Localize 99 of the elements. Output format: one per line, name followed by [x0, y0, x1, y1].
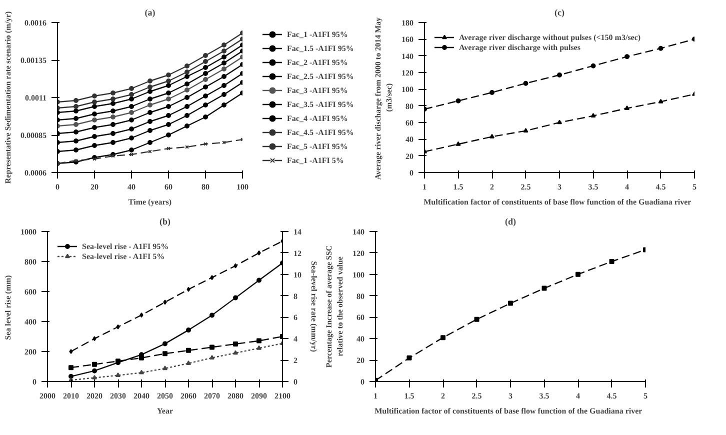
x-tick-label: 2100	[274, 392, 290, 400]
y-tick-label: 40	[406, 135, 414, 144]
x-tick-label: 2.5	[472, 392, 482, 400]
y-tick-label: 140	[402, 52, 414, 61]
x-tick-label: 2000	[40, 392, 56, 400]
y-tick-label: 0	[410, 168, 414, 178]
legend-label: Fac_2.5 -A1FI 95%	[287, 70, 354, 82]
y2-tick-label: 12	[294, 248, 302, 258]
y-tick-label: 20	[406, 152, 414, 161]
y2-tick-label: 14	[294, 228, 302, 236]
y-tick-label: 100	[352, 270, 364, 280]
x-tick-label: 4.5	[606, 392, 617, 400]
x-tick-label: 1.5	[404, 392, 414, 400]
y-tick-label: 0.0006	[24, 168, 46, 178]
y-tick-label: 40	[356, 334, 364, 344]
x-tick-label: 2030	[110, 392, 126, 400]
x-axis-title: Multification factor of constituents of base flow function of the Guadiana river	[374, 406, 643, 416]
x-tick-label: 2	[490, 182, 494, 192]
x-tick-label: 4.5	[656, 182, 666, 192]
x-tick-label: 3	[558, 182, 562, 192]
x-tick-label: 60	[164, 182, 172, 192]
legend-label: Sea-level rise - A1FI 5%	[82, 251, 165, 261]
y-axis-title: Sea level rise (mm)	[4, 274, 12, 340]
x-tick-label: 3.5	[539, 392, 550, 400]
y2-tick-label: 6	[294, 313, 298, 322]
y2-tick-label: 0	[294, 378, 298, 386]
y-axis-title: Average river discharge from 2000 to 2014 May (m3/sec)	[374, 17, 394, 180]
x-tick-label: 2080	[228, 392, 244, 400]
y-tick-label: 0	[32, 378, 36, 386]
x-tick-label: 1.5	[453, 182, 464, 192]
x-tick-label: 2050	[157, 392, 173, 400]
y-tick-label: 0.0016	[24, 18, 46, 28]
y-tick-label: 600	[24, 288, 36, 296]
x-tick-label: 4	[625, 182, 629, 192]
legend-label: Fac_3 -A1FI 95%	[287, 84, 348, 96]
y-tick-label: 20	[356, 356, 364, 366]
chart-title: (c)	[554, 8, 565, 18]
legend-label: Sea-level rise - A1FI 95%	[82, 241, 169, 251]
y-tick-label: 120	[402, 68, 414, 78]
legend-label: Fac_1 -A1FI 5%	[287, 154, 344, 166]
y-tick-label: 1000	[20, 228, 36, 236]
legend-label: Fac_4 -A1FI 95%	[287, 112, 348, 124]
chart-title: (d)	[505, 216, 516, 226]
y-tick-label: 200	[24, 348, 36, 356]
x-tick-label: 2040	[134, 392, 150, 400]
legend-label: Fac_3.5 -A1FI 95%	[287, 98, 354, 110]
x-tick-label: 0	[56, 182, 60, 192]
y-axis-title: Representative Sedimentation rate scenario (m/yr)	[4, 11, 12, 184]
x-tick-label: 2020	[86, 392, 102, 400]
legend-label: Fac_1 -A1FI 95%	[287, 28, 348, 40]
y2-tick-label: 10	[294, 270, 302, 280]
x-tick-label: 3.5	[588, 182, 598, 192]
y-tick-label: 60	[356, 313, 364, 322]
x-axis-title: Time (years)	[128, 198, 172, 206]
legend-label: Average river discharge without pulses (<150 m3/sec)	[459, 32, 641, 42]
x-tick-label: 2010	[63, 392, 79, 400]
y2-tick-label: 4	[294, 334, 298, 344]
y-tick-label: 80	[356, 292, 364, 301]
y-tick-label: 800	[24, 258, 36, 266]
y-tick-label: 160	[402, 35, 414, 44]
legend-label: Fac_1.5 -A1FI 95%	[287, 42, 354, 54]
y-tick-label: 180	[402, 18, 414, 28]
x-tick-label: 100	[236, 182, 248, 192]
y-tick-label: 0.00135	[20, 56, 46, 65]
y-tick-label: 120	[352, 248, 364, 258]
chart-title: (b)	[160, 216, 171, 226]
x-tick-label: 80	[202, 182, 210, 192]
x-tick-label: 2060	[180, 392, 196, 400]
x-tick-label: 2.5	[520, 182, 531, 192]
x-tick-label: 4	[576, 392, 580, 400]
x-tick-label: 2	[441, 392, 445, 400]
x-tick-label: 2090	[251, 392, 267, 400]
y2-tick-label: 2	[294, 356, 298, 366]
y-tick-label: 0.00085	[20, 131, 46, 140]
y2-axis-title: Sea-level rise rate (mm/yr)	[310, 261, 318, 352]
y-tick-label: 60	[406, 118, 414, 128]
chart-title: (a)	[144, 8, 156, 18]
y-tick-label: 400	[24, 318, 36, 326]
y-axis-title: Percentage Increase of average SSC relative to the observed value	[324, 245, 344, 368]
x-tick-label: 1	[422, 182, 426, 192]
x-tick-label: 2070	[204, 392, 220, 400]
legend-label: Average river discharge with pulses	[459, 42, 580, 52]
legend-label: Fac_2 -A1FI 95%	[287, 56, 348, 68]
x-tick-label: 5	[644, 392, 648, 400]
y-tick-label: 140	[352, 228, 364, 236]
x-tick-label: 3	[508, 392, 512, 400]
x-tick-label: 40	[128, 182, 136, 192]
y-tick-label: 100	[402, 85, 414, 94]
legend-label: Fac_4.5 -A1FI 95%	[287, 126, 354, 138]
x-tick-label: 5	[692, 182, 696, 192]
y2-tick-label: 8	[294, 292, 298, 301]
x-axis-title: Multification factor of constituents of base flow function of the Guadiana river	[424, 198, 692, 206]
y-tick-label: 0.0011	[24, 94, 47, 102]
x-axis-title: Year	[157, 406, 174, 416]
x-tick-label: 20	[90, 182, 98, 192]
legend-label: Fac_5 -A1FI 95%	[287, 140, 348, 152]
y-tick-label: 0	[360, 378, 364, 386]
y-tick-label: 80	[406, 102, 414, 111]
x-tick-label: 1	[374, 392, 378, 400]
